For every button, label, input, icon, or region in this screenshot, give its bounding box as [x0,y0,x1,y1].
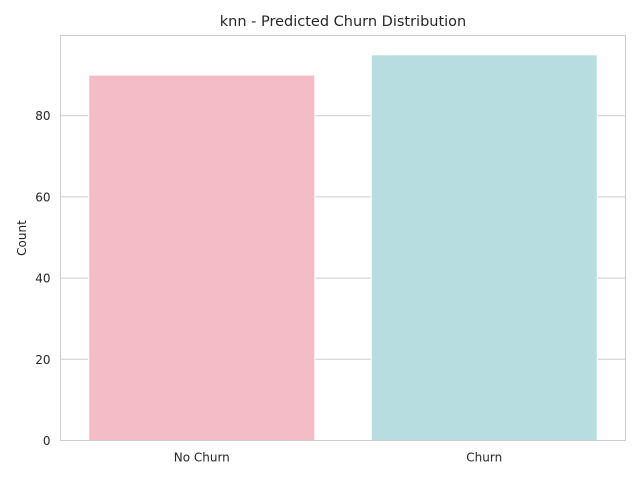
bar-no-churn [88,74,316,442]
y-tick-label: 80 [35,109,50,123]
bars [88,54,598,442]
bar-churn [370,54,598,442]
y-tick-label: 20 [35,353,50,367]
y-axis-label: Count [15,220,29,256]
x-tick-label: Churn [466,451,502,465]
chart-title: knn - Predicted Churn Distribution [220,14,467,30]
y-tick-label: 0 [43,434,51,448]
plot-area-frame [60,35,626,441]
y-tick-label: 40 [35,272,50,286]
y-tick-label: 60 [35,190,50,204]
x-tick-labels: No Churn Churn [174,451,502,465]
x-tick-label: No Churn [174,451,230,465]
y-tick-labels: 0 20 40 60 80 [35,109,50,448]
